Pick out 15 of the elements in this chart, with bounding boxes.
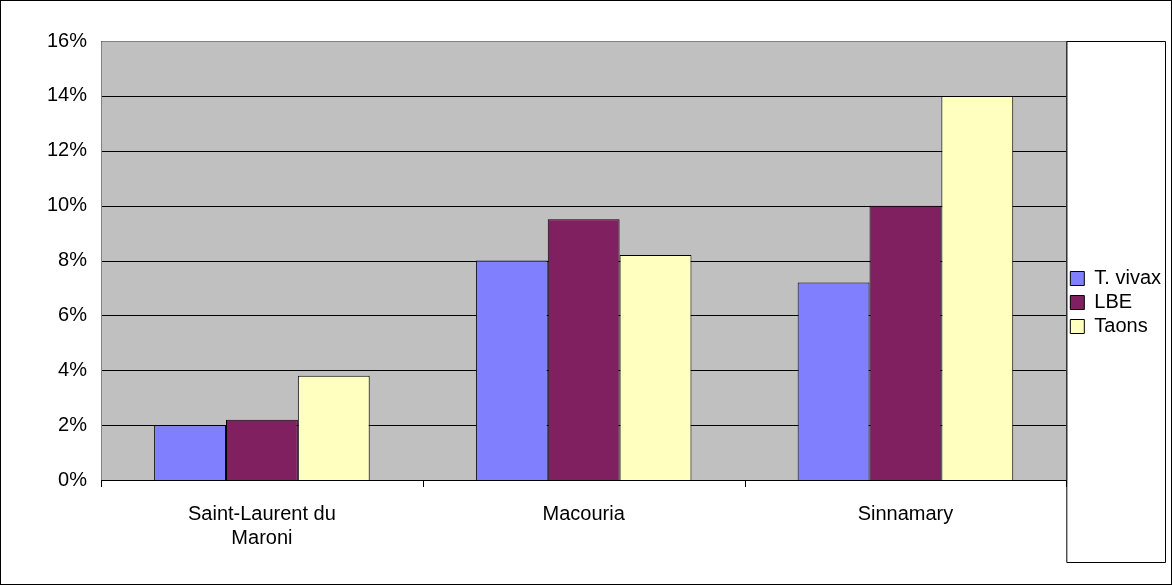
x-tick-label: Saint-Laurent du Maroni — [187, 501, 336, 548]
y-tick-label: 10% — [47, 193, 88, 216]
x-tick-label: Sinnamary — [857, 501, 954, 524]
y-tick-label: 8% — [58, 248, 88, 271]
y-tick-label: 4% — [58, 357, 88, 380]
y-tick-label: 2% — [58, 412, 88, 435]
legend-label: T. vivax — [1094, 266, 1162, 289]
y-tick-label: 16% — [47, 28, 88, 51]
x-tick-label: Macouria — [542, 501, 626, 524]
y-tick-label: 0% — [58, 467, 88, 490]
legend-label: Taons — [1094, 314, 1148, 337]
legend-label: LBE — [1094, 290, 1133, 313]
y-tick-label: 14% — [47, 83, 88, 106]
y-tick-label: 12% — [47, 138, 88, 161]
y-tick-label: 6% — [58, 302, 88, 325]
